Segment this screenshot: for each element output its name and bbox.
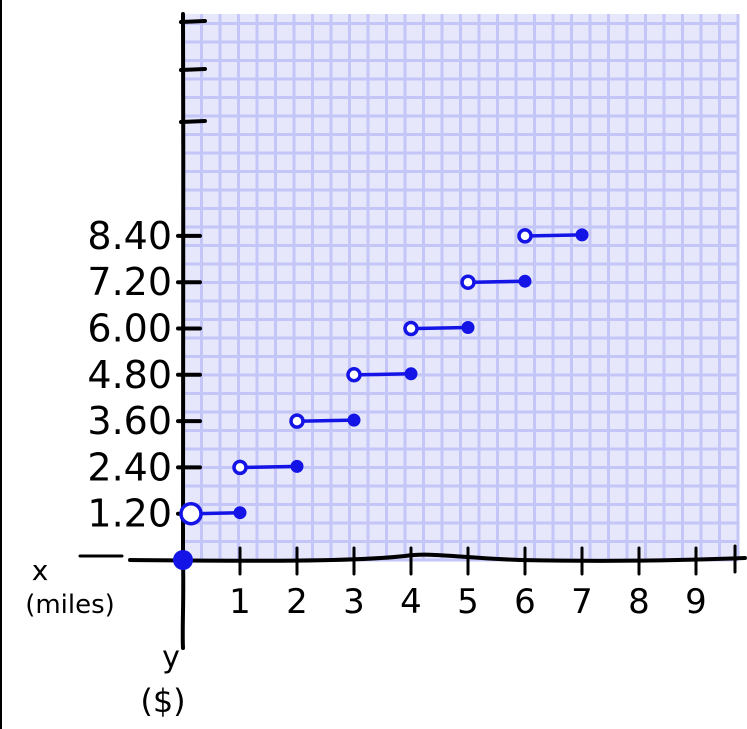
x-axis-unit-label: (miles) xyxy=(25,590,115,620)
x-axis-line xyxy=(128,552,747,563)
x-tick-label: 7 xyxy=(571,582,593,622)
open-endpoint xyxy=(403,320,419,337)
closed-endpoint xyxy=(404,367,418,381)
closed-endpoint xyxy=(290,459,304,473)
y-axis-unit-label: ($) xyxy=(140,682,185,720)
y-tick-labels: 1.202.403.604.806.007.208.40 xyxy=(87,214,172,536)
step-segment xyxy=(529,233,584,238)
y-tick-label: 2.40 xyxy=(87,445,172,489)
closed-endpoint xyxy=(518,274,532,288)
step-segment xyxy=(472,279,527,284)
y-tick-label: 4.80 xyxy=(87,353,172,397)
y-axis-line xyxy=(180,12,186,650)
grid-lines xyxy=(181,14,740,562)
closed-endpoint xyxy=(347,413,361,427)
x-tick-label: 8 xyxy=(628,582,650,622)
y-tick-label: 8.40 xyxy=(87,214,172,258)
y-axis-tick xyxy=(179,67,207,72)
x-tick-label: 2 xyxy=(286,582,308,622)
open-endpoint xyxy=(232,459,248,476)
open-endpoint xyxy=(460,274,476,290)
step-segment xyxy=(415,325,470,331)
closed-endpoint xyxy=(461,321,475,334)
x-tick-label: 1 xyxy=(229,582,251,622)
y-axis-tick xyxy=(179,19,207,24)
step-series xyxy=(173,228,589,570)
y-tick-label: 3.60 xyxy=(87,399,172,443)
step-segment xyxy=(301,418,356,423)
open-endpoint xyxy=(346,367,362,383)
step-segment xyxy=(358,372,413,377)
x-tick-label: 6 xyxy=(514,582,536,622)
y-tick-label: 7.20 xyxy=(87,260,172,304)
x-tick-label: 9 xyxy=(685,582,707,622)
y-axis-label: y xyxy=(162,640,180,675)
closed-endpoint xyxy=(233,506,247,520)
x-tick-label: 4 xyxy=(400,582,422,622)
open-endpoint xyxy=(517,228,533,244)
y-axis-tick xyxy=(179,119,207,124)
x-axis-label: x xyxy=(32,554,49,587)
closed-endpoint xyxy=(575,228,589,242)
x-tick-label: 3 xyxy=(343,582,365,622)
step-segment xyxy=(244,464,299,470)
y-tick-label: 1.20 xyxy=(87,492,172,536)
open-endpoint xyxy=(289,413,305,429)
open-endpoint xyxy=(179,501,203,526)
x-tick-label: 5 xyxy=(457,582,479,622)
origin-point xyxy=(173,550,193,570)
y-tick-label: 6.00 xyxy=(87,307,172,351)
